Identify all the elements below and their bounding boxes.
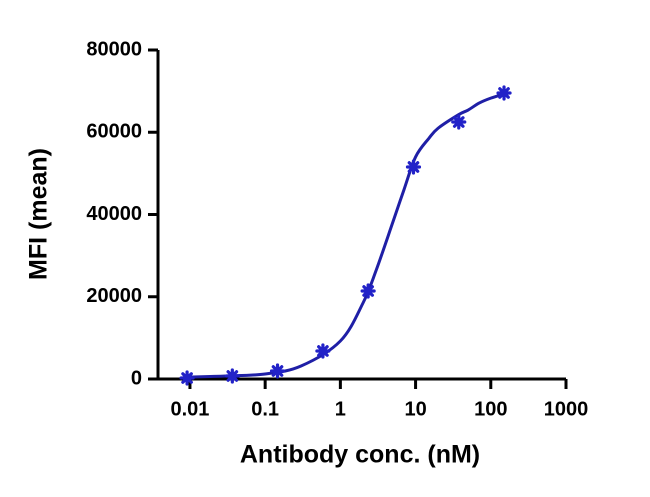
- x-tick-label: 10: [404, 398, 426, 420]
- y-tick-label: 0: [131, 367, 142, 389]
- y-axis-title: MFI (mean): [25, 148, 53, 280]
- y-tick-label: 80000: [86, 38, 142, 60]
- y-tick-label: 40000: [86, 203, 142, 225]
- x-tick-label: 0.1: [251, 398, 279, 420]
- x-tick-label: 100: [474, 398, 507, 420]
- x-tick-label: 1: [335, 398, 346, 420]
- x-axis-title: Antibody conc. (nM): [240, 441, 480, 469]
- data-point: [451, 114, 467, 130]
- fit-curve: [189, 92, 505, 379]
- data-point: [405, 159, 422, 175]
- data-point: [224, 368, 240, 384]
- data-point: [179, 370, 195, 386]
- data-point: [496, 85, 512, 101]
- y-tick-label: 60000: [86, 121, 142, 143]
- data-point: [360, 283, 376, 299]
- x-tick-label: 0.01: [170, 398, 209, 420]
- data-point: [269, 363, 286, 379]
- y-tick-label: 20000: [86, 285, 142, 307]
- data-point: [315, 343, 331, 359]
- x-tick-label: 1000: [544, 398, 589, 420]
